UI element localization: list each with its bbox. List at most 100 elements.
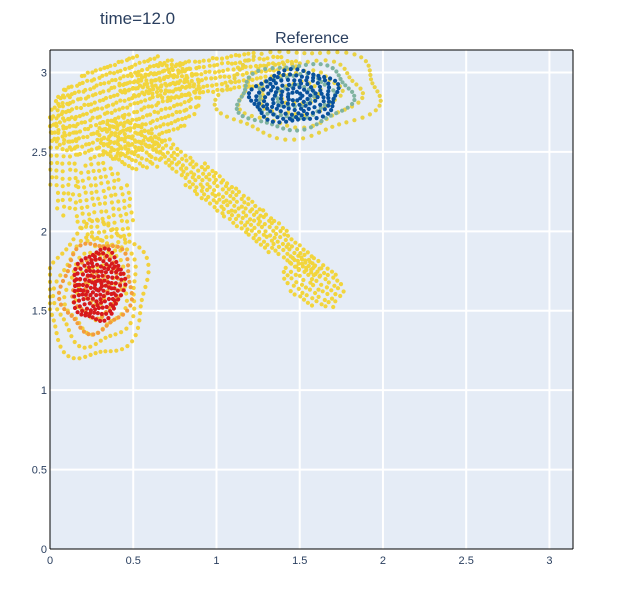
particle-point bbox=[279, 55, 284, 60]
particle-point bbox=[106, 88, 111, 93]
particle-point bbox=[52, 105, 57, 110]
particle-point bbox=[78, 96, 83, 101]
particle-point bbox=[319, 91, 324, 96]
particle-point bbox=[264, 79, 269, 84]
particle-point bbox=[221, 68, 226, 74]
particle-point bbox=[270, 84, 276, 89]
particle-point bbox=[329, 108, 334, 113]
particle-point bbox=[322, 297, 327, 303]
particle-point bbox=[73, 116, 78, 122]
particle-point bbox=[326, 81, 331, 86]
particle-point bbox=[119, 186, 124, 191]
particle-point bbox=[115, 92, 120, 97]
particle-point bbox=[90, 196, 95, 201]
particle-point bbox=[301, 136, 306, 141]
particle-point bbox=[272, 93, 277, 98]
particle-point bbox=[229, 80, 234, 85]
particle-point bbox=[329, 269, 335, 274]
particle-point bbox=[229, 208, 234, 213]
particle-point bbox=[104, 253, 109, 259]
x-tick-label: 2.5 bbox=[459, 555, 474, 567]
particle-point bbox=[157, 143, 162, 148]
particle-point bbox=[62, 130, 67, 135]
particle-point bbox=[319, 119, 324, 124]
particle-point bbox=[284, 119, 289, 124]
particle-point bbox=[286, 82, 292, 87]
particle-point bbox=[272, 235, 277, 240]
particle-point bbox=[115, 288, 120, 293]
particle-point bbox=[354, 82, 359, 87]
particle-point bbox=[220, 88, 225, 93]
particle-point bbox=[237, 67, 242, 72]
particle-point bbox=[120, 247, 125, 252]
particle-point bbox=[359, 55, 364, 60]
particle-point bbox=[165, 150, 170, 155]
particle-point bbox=[271, 101, 276, 106]
particle-point bbox=[245, 227, 250, 232]
particle-point bbox=[97, 75, 102, 80]
particle-point bbox=[101, 160, 106, 166]
particle-point bbox=[77, 114, 82, 119]
particle-point bbox=[108, 166, 113, 171]
particle-point bbox=[202, 161, 207, 166]
particle-point bbox=[199, 196, 204, 201]
particle-point bbox=[306, 272, 311, 277]
particle-point bbox=[239, 226, 244, 231]
particle-point bbox=[113, 281, 118, 286]
particle-point bbox=[258, 213, 263, 218]
particle-point bbox=[251, 212, 257, 217]
particle-point bbox=[301, 247, 306, 252]
particle-point bbox=[240, 215, 245, 221]
particle-point bbox=[71, 99, 76, 104]
particle-point bbox=[108, 349, 113, 354]
particle-point bbox=[270, 119, 275, 124]
particle-point bbox=[286, 97, 291, 102]
particle-point bbox=[164, 143, 169, 148]
particle-point bbox=[304, 293, 309, 298]
particle-point bbox=[169, 153, 174, 159]
particle-point bbox=[176, 160, 182, 165]
particle-point bbox=[128, 321, 133, 326]
particle-point bbox=[249, 228, 254, 233]
particle-point bbox=[115, 127, 120, 132]
particle-point bbox=[261, 232, 266, 237]
particle-point bbox=[194, 185, 199, 190]
particle-point bbox=[318, 70, 323, 75]
particle-point bbox=[144, 150, 149, 155]
particle-point bbox=[240, 72, 245, 77]
particle-point bbox=[311, 256, 316, 261]
particle-point bbox=[265, 242, 270, 247]
particle-point bbox=[55, 108, 60, 113]
particle-point bbox=[217, 197, 222, 202]
particle-point bbox=[202, 167, 208, 172]
particle-point bbox=[112, 255, 117, 260]
particle-point bbox=[358, 86, 363, 91]
particle-point bbox=[67, 117, 72, 122]
particle-point bbox=[329, 296, 335, 301]
particle-point bbox=[67, 139, 72, 144]
particle-point bbox=[118, 129, 123, 135]
particle-point bbox=[116, 59, 121, 65]
particle-point bbox=[124, 298, 129, 303]
particle-point bbox=[143, 98, 148, 103]
particle-point bbox=[188, 97, 193, 102]
particle-point bbox=[89, 190, 94, 195]
particle-point bbox=[72, 305, 78, 311]
particle-point bbox=[233, 216, 239, 222]
particle-point bbox=[109, 130, 114, 135]
particle-point bbox=[159, 83, 164, 88]
particle-point bbox=[286, 49, 291, 55]
particle-point bbox=[206, 194, 211, 200]
particle-point bbox=[127, 196, 133, 201]
particle-point bbox=[200, 185, 205, 190]
particle-point bbox=[306, 70, 311, 75]
particle-point bbox=[257, 56, 262, 61]
particle-point bbox=[246, 116, 251, 121]
particle-point bbox=[67, 205, 72, 211]
particle-point bbox=[215, 184, 220, 189]
particle-point bbox=[285, 251, 290, 256]
particle-point bbox=[84, 306, 90, 311]
particle-point bbox=[167, 70, 172, 75]
particle-point bbox=[290, 255, 295, 261]
particle-point bbox=[314, 58, 319, 63]
